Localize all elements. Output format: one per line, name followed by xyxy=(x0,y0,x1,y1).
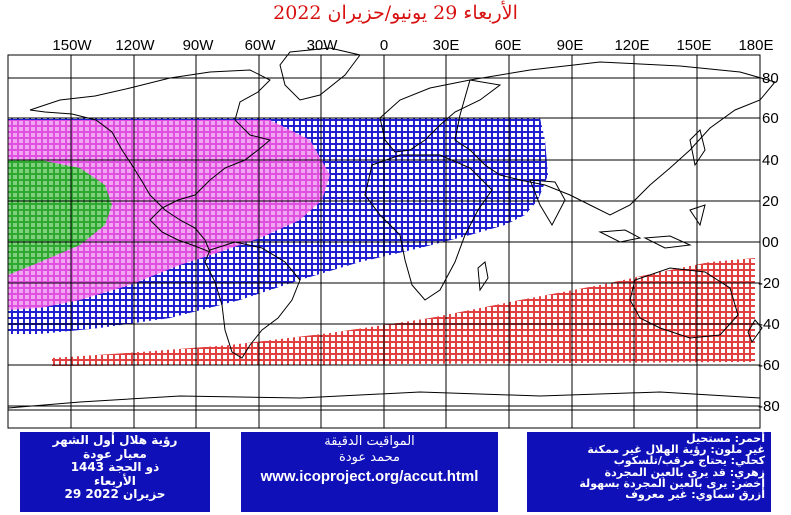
lat-label: -80 xyxy=(758,398,780,415)
source-line: المواقيت الدقيقة xyxy=(324,434,415,449)
lat-label: -40 xyxy=(758,316,780,333)
legend-item: أحمر: مستحيل xyxy=(686,432,765,445)
legend-box: أحمر: مستحيل غير ملون: رؤية الهلال غير م… xyxy=(527,432,771,512)
legend-item: أزرق سماوي: غير معروف xyxy=(625,488,765,502)
lat-label: 00 xyxy=(762,234,779,251)
legend-item: كحلي: يحتاج مرقب/تلسكوب xyxy=(613,454,765,468)
lon-label: 150W xyxy=(52,37,92,54)
lon-label: 30E xyxy=(433,37,460,54)
map-title: الأربعاء 29 يونيو/حزيران 2022 xyxy=(273,2,518,24)
lon-label: 120E xyxy=(614,37,649,54)
lat-label: 80 xyxy=(762,70,779,87)
lon-label: 90W xyxy=(183,37,215,54)
lon-label: 180E xyxy=(738,37,773,54)
zone-green xyxy=(8,160,112,275)
lon-label: 60E xyxy=(495,37,522,54)
lon-label: 90E xyxy=(557,37,584,54)
lat-label: 60 xyxy=(762,110,779,127)
lon-label: 60W xyxy=(245,37,277,54)
source-url-link[interactable]: www.icoproject.org/accut.html xyxy=(260,468,479,485)
month-info-box: رؤية هلال أول الشهر معيار عودة ذو الحجة … xyxy=(20,432,210,512)
lon-label: 150E xyxy=(676,37,711,54)
legend-item: أخضر: يرى بالعين المجردة بسهولة xyxy=(579,476,765,490)
lon-label: 0 xyxy=(380,37,388,54)
lat-label: -60 xyxy=(758,357,780,374)
latitude-labels: 80 60 40 20 00 -20 -40 -60 -80 xyxy=(758,70,780,415)
info-line: معيار عودة xyxy=(83,446,147,461)
legend-item: زهري: قد يرى بالعين المجردة xyxy=(604,465,765,479)
longitude-labels: 150W 120W 90W 60W 30W 0 30E 60E 90E 120E… xyxy=(52,37,773,54)
info-line: 29 حزيران 2022 xyxy=(64,487,166,501)
info-line: رؤية هلال أول الشهر xyxy=(52,433,178,447)
author-line: محمد عودة xyxy=(339,450,400,465)
coastlines xyxy=(7,47,776,411)
info-line: ذو الحجة 1443 xyxy=(70,460,160,474)
lat-label: 20 xyxy=(762,193,779,210)
source-info-box: المواقيت الدقيقة محمد عودة www.icoprojec… xyxy=(241,432,498,512)
lon-label: 120W xyxy=(115,37,155,54)
visibility-map: 150W 120W 90W 60W 30W 0 30E 60E 90E 120E… xyxy=(7,37,780,429)
zone-red xyxy=(52,258,755,366)
legend-item: غير ملون: رؤية الهلال غير ممكنة xyxy=(587,443,765,457)
lat-label: 40 xyxy=(762,152,779,169)
zone-magenta xyxy=(8,120,330,310)
graticule xyxy=(7,54,761,429)
info-line: الأربعاء xyxy=(94,473,136,488)
lon-label: 30W xyxy=(307,37,339,54)
lat-label: -20 xyxy=(758,275,780,292)
